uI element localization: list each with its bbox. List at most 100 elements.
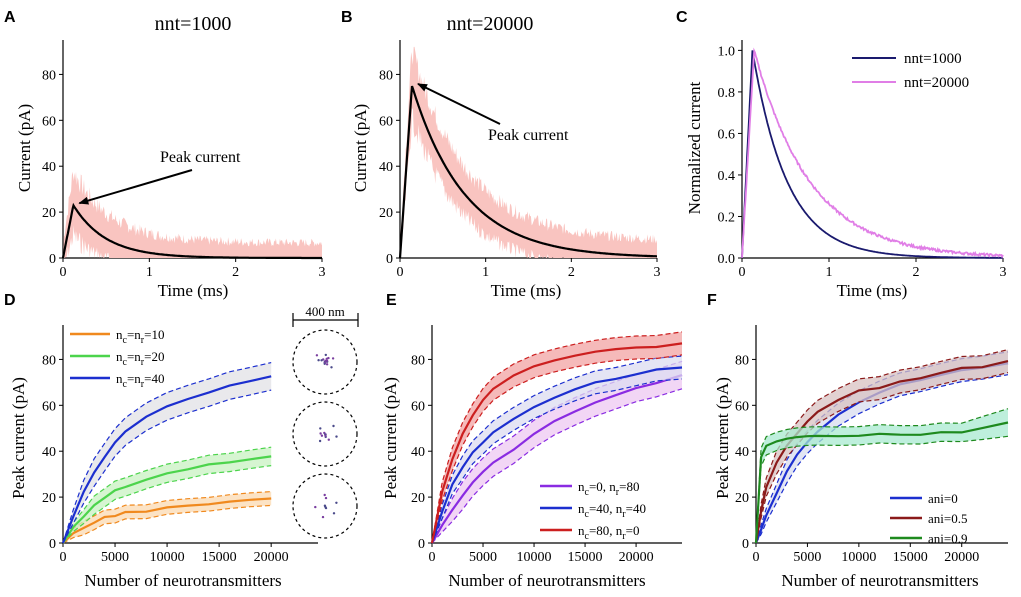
panel-F-xlabel: Number of neurotransmitters [781, 571, 978, 590]
panel-D-legend-label-3: nc=nr=40 [116, 371, 164, 390]
panel-F-x-tick-label: 15000 [893, 550, 928, 565]
panel-B-xlabel: Time (ms) [491, 281, 562, 300]
panel-letter-E: E [386, 292, 397, 309]
receptor-dot [327, 356, 330, 360]
panel-A-y-tick-label: 80 [42, 68, 56, 83]
panel-letter-C: C [676, 9, 688, 26]
panel-F-y-tick-label: 0 [742, 537, 749, 552]
panel-F-band-lower-1 [755, 374, 1009, 544]
receptor-dot [317, 359, 320, 362]
panel-F-x-tick-label: 10000 [841, 550, 876, 565]
panel-D-band-lower-1 [62, 504, 272, 544]
panel-E-x-tick-label: 10000 [517, 550, 552, 565]
receptor-dot [314, 505, 317, 509]
panel-B-mean-current-line [398, 85, 657, 259]
panel-D-ylabel: Peak current (pA) [9, 377, 28, 499]
receptor-dot [324, 353, 327, 357]
panel-F-y-tick-label: 40 [735, 445, 749, 460]
panel-E-x-tick-label: 5000 [469, 550, 497, 565]
panel-D-y-tick-label: 80 [42, 353, 56, 368]
panel-F-series-line-3 [754, 421, 1009, 544]
panel-letter-D: D [4, 292, 16, 309]
receptor-dot [318, 439, 322, 443]
panel-A-y-tick-label: 60 [42, 114, 56, 129]
panel-E-y-tick-label: 60 [411, 399, 425, 414]
panel-A-x-tick-label: 2 [232, 265, 239, 280]
panel-letter-B: B [341, 9, 353, 26]
panel-A-annotation-arrow [78, 169, 193, 205]
receptor-dot [319, 432, 322, 435]
panel-A-y-tick-label: 40 [42, 160, 56, 175]
panel-C-xlabel: Time (ms) [837, 281, 908, 300]
panel-C-series-line-2 [741, 47, 1004, 259]
panel-B-y-tick-label: 40 [379, 160, 393, 175]
panel-A-y-tick-label: 20 [42, 206, 56, 221]
receptor-dot [327, 438, 330, 441]
panel-C-ylabel: Normalized current [685, 81, 704, 214]
panel-D-band-2 [63, 447, 272, 543]
receptor-dot [323, 493, 326, 497]
receptor-dot [324, 434, 327, 437]
panel-D-legend-label-1: nc=nr=10 [116, 327, 164, 346]
panel-F-ylabel: Peak current (pA) [713, 377, 732, 499]
panel-B-x-tick-label: 0 [397, 265, 404, 280]
panel-D-legend-label-2: nc=nr=20 [116, 349, 164, 368]
synapse-circle-3 [292, 473, 358, 539]
panel-D-series-line-2 [62, 455, 272, 544]
panel-C-y-tick-label: 0.8 [718, 86, 736, 101]
panel-C-x-tick-label: 0 [739, 265, 746, 280]
receptor-dot [335, 435, 338, 438]
panel-B-annotation-label: Peak current [488, 127, 569, 144]
panel-D-band-lower-3 [62, 389, 272, 544]
panel-D-x-tick-label: 15000 [202, 550, 237, 565]
panel-F-band-upper-2 [755, 349, 1009, 544]
panel-F-legend-label-2: ani=0.5 [928, 511, 967, 526]
panel-E-series-line-1 [431, 374, 683, 544]
receptor-dot [319, 427, 322, 430]
panel-F-legend-label-3: ani=0.9 [928, 531, 967, 546]
panel-B-title: nnt=20000 [447, 13, 534, 35]
panel-F-band-lower-3 [755, 435, 1009, 544]
receptor-dot [332, 424, 335, 428]
panel-E-y-tick-label: 40 [411, 445, 425, 460]
panel-C-y-tick-label: 0.0 [718, 252, 736, 267]
panel-B-annotation-arrow [417, 82, 501, 125]
panel-E-series-line-2 [430, 366, 683, 544]
receptor-dot [324, 505, 327, 508]
panel-E-x-tick-label: 15000 [568, 550, 603, 565]
panel-F-band-3 [756, 408, 1008, 543]
panel-F-x-tick-label: 20000 [944, 550, 979, 565]
receptor-dot [321, 515, 325, 519]
panel-C-series-line-1 [741, 50, 1003, 259]
panel-D-band-1 [63, 491, 272, 543]
panel-D-band-upper-3 [62, 362, 272, 544]
receptor-dot [325, 359, 329, 362]
panel-A-x-tick-label: 0 [60, 265, 67, 280]
panel-C-x-tick-label: 2 [913, 265, 920, 280]
panel-B-ylabel: Current (pA) [351, 104, 370, 192]
panel-B-y-tick-label: 80 [379, 68, 393, 83]
panel-E-band-2 [432, 356, 682, 543]
panel-C-legend-label-2: nnt=20000 [904, 75, 969, 91]
panel-C-x-tick-label: 3 [1000, 265, 1007, 280]
panel-D-x-tick-label: 10000 [150, 550, 185, 565]
panel-B-x-tick-label: 1 [482, 265, 489, 280]
panel-F-y-tick-label: 80 [735, 353, 749, 368]
receptor-dot [324, 361, 327, 364]
panel-A-mean-current-line [61, 202, 322, 260]
panel-F-band-lower-2 [755, 372, 1009, 544]
panel-E-band-lower-2 [431, 378, 683, 544]
panel-letter-F: F [707, 292, 717, 309]
panel-C-y-tick-label: 0.6 [718, 127, 736, 142]
panel-E-xlabel: Number of neurotransmitters [448, 571, 645, 590]
panel-D-x-tick-label: 0 [60, 550, 67, 565]
panel-B-y-tick-label: 20 [379, 206, 393, 221]
panel-D-series-line-1 [62, 497, 272, 544]
panel-B-y-tick-label: 60 [379, 114, 393, 129]
panel-E-band-lower-1 [431, 388, 683, 544]
panel-E-x-tick-label: 20000 [619, 550, 654, 565]
panel-F-x-tick-label: 5000 [793, 550, 821, 565]
receptor-dot [320, 359, 323, 362]
panel-D-series-line-3 [61, 375, 272, 544]
panel-A-annotation-label: Peak current [160, 149, 241, 166]
